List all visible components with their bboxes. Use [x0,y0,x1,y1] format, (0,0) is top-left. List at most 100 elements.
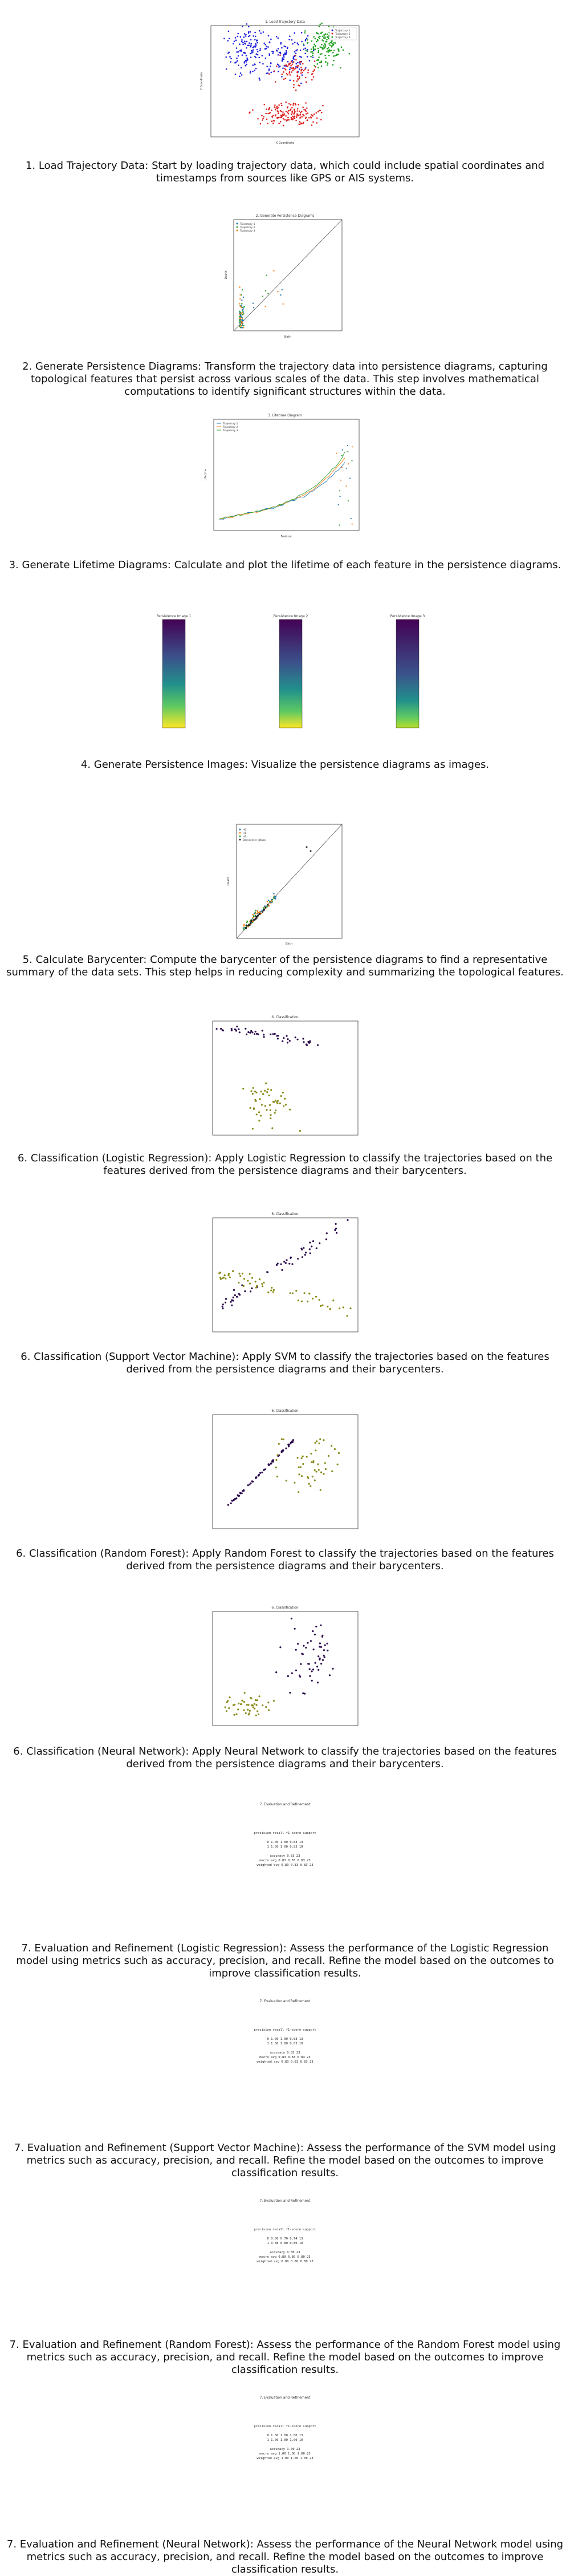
scatter-point [301,116,303,118]
scatter-point [296,113,298,115]
scatter-point [277,1035,279,1037]
scatter-point [288,119,290,121]
scatter-point [304,47,306,49]
scatter-point [303,1292,306,1294]
scatter-point [242,1489,245,1491]
report-line: macro avg 1.00 1.00 1.00 23 [259,2452,310,2456]
scatter-point [243,306,245,308]
scatter-point [292,115,294,118]
scatter-point [227,40,229,42]
scatter-point [258,1278,260,1281]
y-axis-label: Death [227,877,230,885]
legend-entry: Trajectory 3 [335,36,351,39]
y-axis-label: Y Coordinate [200,72,203,91]
scatter-point [336,1232,338,1234]
scatter-point [242,296,245,298]
scatter-point [340,46,343,48]
scatter-point [286,72,288,75]
scatter-point [227,1273,230,1275]
scatter-point [241,1273,244,1275]
scatter-point [299,63,301,65]
scatter-point [254,63,256,65]
diagonal-line [233,219,343,331]
scatter-point [276,49,278,51]
scatter-point [249,72,251,74]
scatter-point [320,119,322,121]
scatter-point [270,1033,272,1035]
scatter-point [272,1100,275,1103]
scatter-point [291,114,292,115]
scatter-point [312,121,314,123]
scatter-point [297,78,299,80]
scatter-point [271,110,272,111]
scatter-point [350,517,352,519]
scatter-point [324,45,326,47]
scatter-point [312,47,314,49]
report-line: macro avg 0.83 0.83 0.83 23 [259,2056,310,2059]
scatter-point [283,71,284,73]
scatter-point [261,1283,263,1285]
scatter-point [279,1102,281,1104]
scatter-point [253,45,255,47]
scatter-point [268,73,270,75]
scatter-point [288,72,291,74]
scatter-point [312,49,315,51]
scatter-point [242,319,244,322]
scatter-point [292,119,294,120]
scatter-point [312,1630,314,1633]
scatter-point [291,59,293,62]
plot-title: 2. Generate Persistence Diagrams [256,214,315,218]
scatter-point [304,1254,306,1256]
classification-plot: 6. Classification [212,1409,359,1529]
step-4: Persistence Image 1 Persistence Image 2 … [0,610,570,781]
scatter-point [325,1238,328,1241]
scatter-point [229,1696,231,1699]
scatter-point [215,1028,218,1030]
scatter-point [249,42,250,44]
scatter-point [254,1707,256,1710]
scatter-point [266,72,268,75]
scatter-point [238,319,241,321]
scatter-point [298,84,299,86]
scatter-point [322,48,324,50]
scatter-point [300,112,302,114]
scatter-point [241,319,242,321]
scatter-point [235,1029,237,1031]
scatter-point [314,1662,316,1664]
scatter-point [235,1295,238,1298]
scatter-point [263,1281,265,1284]
scatter-point [234,73,237,75]
scatter-point [293,113,295,115]
scatter-point [256,42,258,44]
scatter-point [310,1640,312,1642]
scatter-point [272,1700,275,1702]
scatter-point [233,43,234,44]
scatter-point [257,912,259,914]
scatter-point [295,1649,297,1651]
scatter-point [259,30,260,32]
scatter-point [341,455,343,456]
plot-legend: Trajectory 1 Trajectory 2 Trajectory 3 [236,222,255,233]
scatter-point [271,50,273,52]
step-7-nn: 7. Evaluation and Refinement precision r… [0,2393,570,2575]
scatter-point [266,1271,268,1273]
scatter-point [262,31,264,33]
scatter-point [310,1485,312,1487]
scatter-point [296,116,298,118]
step-6-nn: 6. Classification 6. Classification (Neu… [0,1603,570,1774]
scatter-point [299,77,300,79]
scatter-point [230,1301,232,1303]
scatter-point [241,303,243,305]
scatter-point [297,1643,299,1645]
scatter-point [241,318,243,319]
scatter-point [334,42,336,44]
scatter-point [284,52,286,54]
scatter-point [275,1671,278,1674]
scatter-point [255,1113,258,1116]
scatter-point [266,901,268,903]
report-line: weighted avg 0.83 0.83 0.83 23 [256,2060,313,2064]
scatter-point [295,50,297,52]
scatter-point [290,1257,292,1259]
scatter-point [266,274,267,276]
step-2: 2. Generate Persistence Diagrams Traject… [0,211,570,399]
